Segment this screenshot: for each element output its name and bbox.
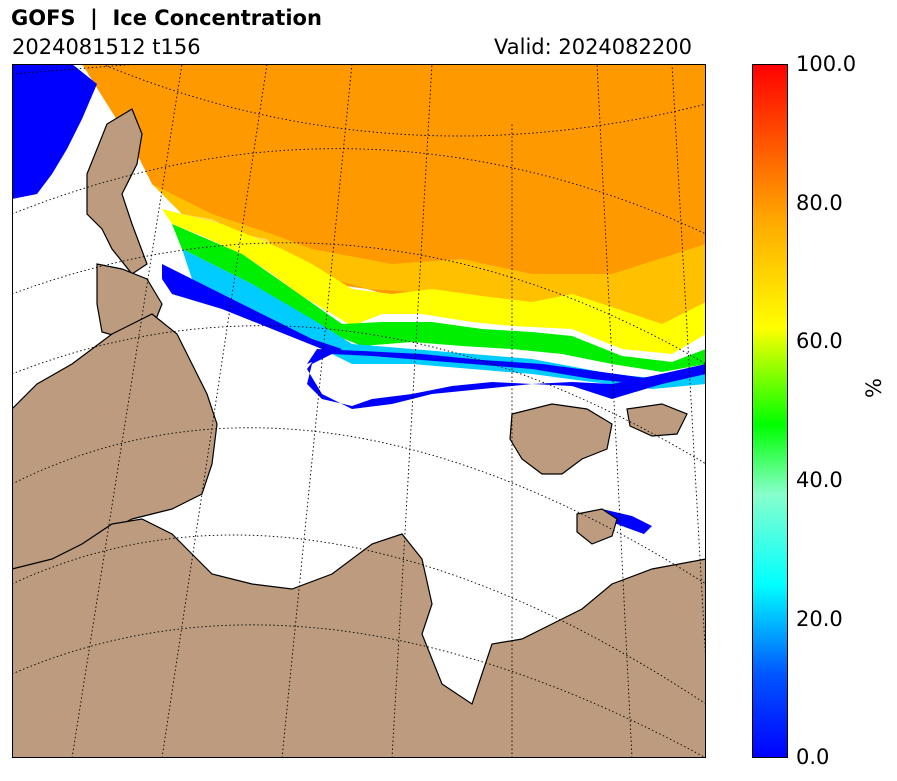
colorbar-tick-40: 40.0	[796, 468, 843, 492]
colorbar-tick-100: 100.0	[796, 52, 857, 76]
map-title: GOFS | Ice Concentration	[11, 6, 322, 30]
ice-pack-high	[82, 64, 706, 326]
colorbar	[752, 64, 788, 758]
land-island-east	[626, 403, 688, 437]
map-frame	[12, 64, 706, 758]
land-svalbard	[86, 108, 148, 275]
colorbar-tick-60: 60.0	[796, 329, 843, 353]
graticule	[12, 64, 706, 758]
land-russia-mainland	[12, 518, 706, 758]
ice-edge-green	[172, 224, 706, 372]
ice-blue-patch	[602, 509, 652, 534]
ice-west-blue	[12, 64, 97, 199]
colorbar-unit-label: %	[862, 378, 886, 398]
land-novaya-zemlya	[509, 403, 613, 475]
ice-concentration-map	[12, 64, 706, 758]
land-island-small	[576, 508, 618, 545]
colorbar-tick-80: 80.0	[796, 191, 843, 215]
ice-edge-low-2	[307, 349, 706, 384]
init-time-label: 2024081512 t156	[12, 35, 201, 59]
ice-edge-yellow	[162, 209, 706, 354]
colorbar-tick-0: 0.0	[796, 745, 830, 769]
colorbar-tick-20: 20.0	[796, 607, 843, 631]
ice-pack-mid	[152, 184, 706, 326]
valid-time-label: Valid: 2024082200	[494, 35, 692, 59]
